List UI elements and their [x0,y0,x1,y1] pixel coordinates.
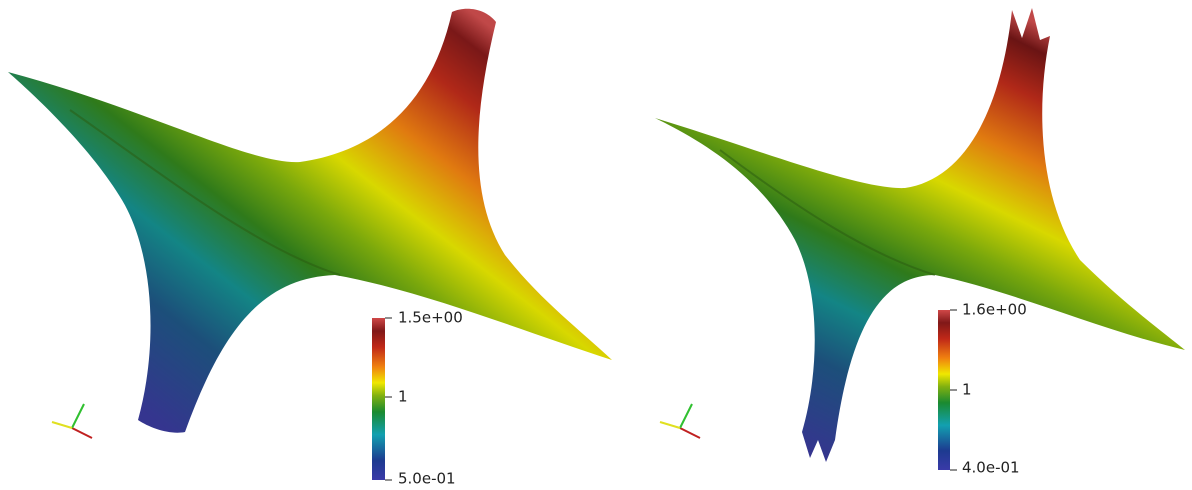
panel-right: 1.6e+00 1 4.0e-01 [655,8,1185,477]
axes-triad [51,403,93,439]
surface [8,8,612,433]
axes-triad [659,403,701,439]
colorbar-mid: 1 [962,381,972,399]
surface-edge [719,149,936,276]
colorbar-mid: 1 [398,388,408,406]
colorbar-min: 5.0e-01 [398,470,456,488]
panel-left: 1.5e+00 1 5.0e-01 [8,8,612,488]
surface [655,8,1185,462]
surface-edge [69,109,341,276]
colorbar [372,318,385,480]
colorbar-max: 1.6e+00 [962,301,1027,319]
colorbar-min: 4.0e-01 [962,459,1020,477]
colorbar [938,310,950,470]
colorbar-max: 1.5e+00 [398,309,463,327]
